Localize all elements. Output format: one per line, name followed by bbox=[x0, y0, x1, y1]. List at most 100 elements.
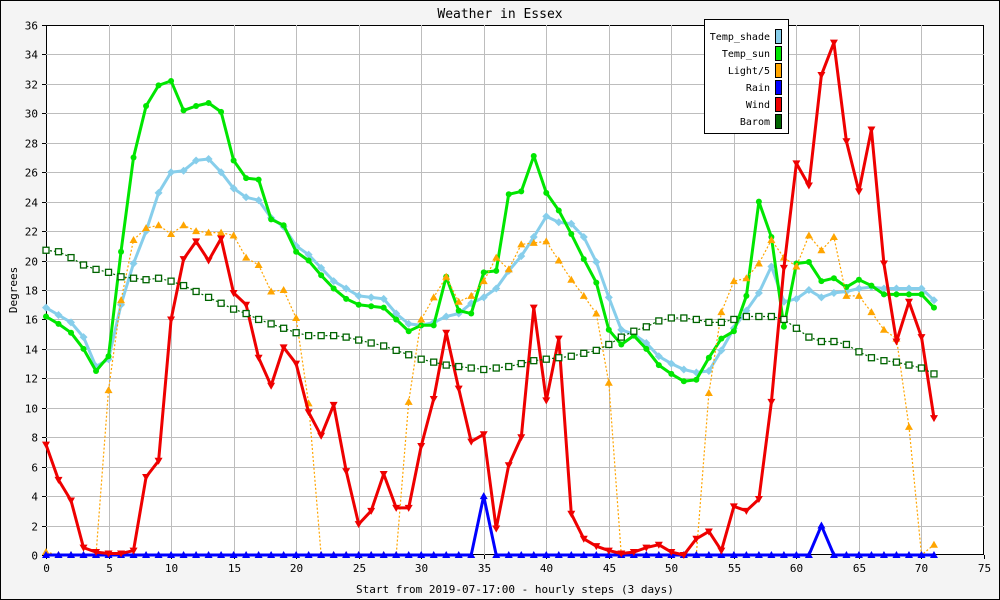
data-point-barom bbox=[229, 305, 238, 313]
data-point-temp-sun bbox=[430, 322, 437, 329]
data-point-rain bbox=[829, 551, 838, 558]
x-tick-label: 0 bbox=[43, 562, 50, 575]
data-point-temp-sun bbox=[805, 259, 812, 266]
data-point-rain bbox=[754, 551, 763, 558]
data-point-barom bbox=[129, 274, 138, 282]
data-point-temp-shade bbox=[192, 156, 201, 165]
data-point-temp-sun bbox=[905, 291, 912, 298]
data-point-wind bbox=[129, 547, 138, 555]
data-point-light-5 bbox=[129, 235, 138, 243]
data-point-temp-sun bbox=[205, 100, 212, 107]
data-point-temp-shade bbox=[242, 193, 251, 202]
data-point-temp-sun bbox=[505, 191, 512, 198]
data-point-barom bbox=[605, 340, 613, 349]
data-point-rain bbox=[729, 551, 738, 558]
data-point-temp-sun bbox=[555, 207, 562, 214]
data-point-wind bbox=[729, 503, 738, 511]
data-point-barom bbox=[192, 287, 200, 296]
data-point-light-5 bbox=[429, 293, 438, 301]
data-point-barom bbox=[455, 362, 463, 371]
data-point-rain bbox=[342, 551, 351, 558]
y-tick-label: 36 bbox=[25, 20, 38, 33]
data-point-wind bbox=[367, 507, 376, 515]
y-tick-label: 24 bbox=[25, 197, 39, 210]
data-point-light-5 bbox=[579, 291, 588, 299]
data-point-wind bbox=[829, 39, 838, 47]
data-point-temp-shade bbox=[442, 312, 451, 321]
data-point-rain bbox=[404, 551, 413, 558]
data-point-wind bbox=[517, 434, 526, 442]
data-point-rain bbox=[804, 551, 813, 558]
data-point-temp-shade bbox=[542, 212, 551, 221]
data-point-barom bbox=[792, 324, 801, 332]
series-wind bbox=[42, 39, 938, 559]
y-tick-label: 0 bbox=[31, 550, 38, 563]
data-point-rain bbox=[817, 521, 826, 529]
data-point-wind bbox=[617, 550, 626, 558]
y-tick-label: 6 bbox=[31, 462, 38, 475]
data-point-wind bbox=[379, 471, 388, 479]
data-point-barom bbox=[717, 318, 726, 327]
data-point-wind bbox=[717, 547, 726, 555]
data-point-light-5 bbox=[704, 389, 713, 397]
data-point-temp-shade bbox=[167, 168, 176, 177]
data-point-wind bbox=[529, 304, 538, 312]
data-point-temp-shade bbox=[479, 293, 488, 302]
x-tick-label: 75 bbox=[978, 562, 991, 575]
data-point-temp-sun bbox=[280, 222, 287, 229]
x-tick-label: 30 bbox=[415, 562, 428, 575]
data-point-light-5 bbox=[267, 287, 276, 295]
data-point-barom bbox=[705, 318, 713, 327]
legend-swatch-barom bbox=[775, 114, 782, 129]
data-point-light-5 bbox=[242, 253, 251, 261]
data-point-temp-sun bbox=[893, 291, 900, 298]
data-point-light-5 bbox=[492, 253, 501, 261]
data-point-barom bbox=[179, 281, 188, 290]
y-tick-label: 14 bbox=[25, 344, 39, 357]
legend-swatch-temp-sun bbox=[775, 46, 782, 61]
data-point-wind bbox=[404, 504, 413, 512]
data-point-rain bbox=[767, 551, 776, 558]
data-point-wind bbox=[804, 182, 813, 190]
x-tick-label: 40 bbox=[540, 562, 553, 575]
data-point-temp-shade bbox=[354, 291, 363, 300]
data-point-temp-sun bbox=[193, 102, 200, 109]
series-rain bbox=[42, 492, 938, 558]
data-point-temp-sun bbox=[343, 295, 350, 302]
data-point-temp-sun bbox=[243, 175, 250, 182]
data-point-barom bbox=[755, 312, 763, 321]
data-point-temp-sun bbox=[118, 248, 125, 255]
data-point-temp-shade bbox=[554, 218, 563, 227]
data-point-barom bbox=[342, 333, 350, 341]
data-point-temp-sun bbox=[755, 198, 762, 205]
data-point-temp-sun bbox=[493, 267, 500, 274]
data-point-wind bbox=[142, 473, 151, 481]
data-point-temp-sun bbox=[518, 188, 525, 195]
data-point-rain bbox=[142, 551, 151, 558]
data-point-barom bbox=[254, 315, 263, 324]
data-point-temp-sun bbox=[405, 328, 412, 335]
data-point-rain bbox=[79, 551, 88, 558]
data-point-temp-shade bbox=[517, 252, 526, 261]
data-point-light-5 bbox=[717, 308, 726, 316]
y-tick-label: 34 bbox=[25, 49, 39, 62]
data-point-light-5 bbox=[817, 246, 826, 254]
data-point-rain bbox=[917, 551, 926, 558]
data-point-wind bbox=[42, 441, 50, 449]
data-point-temp-sun bbox=[480, 269, 487, 276]
data-point-rain bbox=[742, 551, 751, 558]
data-point-temp-sun bbox=[593, 279, 600, 286]
data-point-rain bbox=[179, 551, 188, 558]
data-point-barom bbox=[555, 354, 563, 362]
data-point-wind bbox=[442, 329, 451, 337]
data-point-wind bbox=[217, 235, 226, 243]
data-point-temp-sun bbox=[530, 153, 537, 160]
data-point-rain bbox=[442, 551, 451, 558]
legend-swatch-light-5 bbox=[775, 63, 782, 78]
data-point-rain bbox=[554, 551, 563, 558]
data-point-temp-sun bbox=[818, 278, 825, 285]
data-point-rain bbox=[579, 551, 588, 558]
data-point-wind bbox=[692, 535, 701, 543]
data-point-barom bbox=[730, 315, 738, 324]
data-point-rain bbox=[592, 551, 601, 558]
